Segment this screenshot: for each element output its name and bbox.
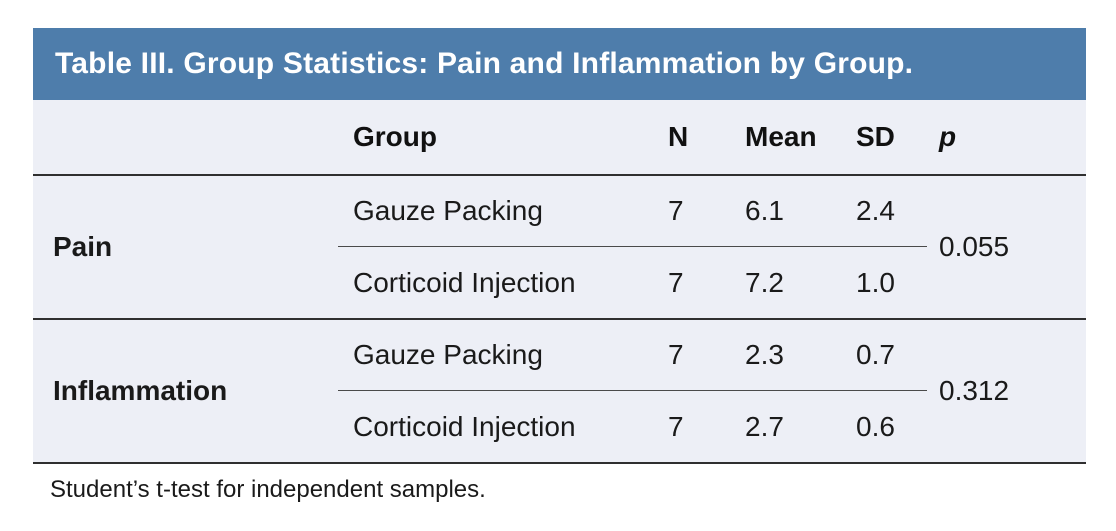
sd-cell: 1.0 [856,266,895,298]
mean-cell: 2.3 [737,320,848,391]
header-category [33,100,338,174]
category-cell: Pain [53,231,113,262]
mean-cell: 7.2 [745,266,784,298]
table-footnote: Student’s t-test for independent samples… [50,476,486,503]
group-cell: Corticoid Injection [353,266,576,298]
header-group: Group [353,121,437,152]
mean-cell: 6.1 [737,176,848,247]
n-cell: 7 [668,410,684,442]
group-cell: Gauze Packing [338,320,660,391]
p-value-cell: 0.055 [939,231,1010,262]
sd-cell: 0.7 [848,320,927,391]
table-header-row: Group N Mean SD p [33,100,1086,176]
mean-cell: 2.7 [745,410,784,442]
sd-cell: 0.6 [856,410,895,442]
category-cell: Inflammation [53,375,228,406]
header-p: p [939,121,957,152]
header-n: N [668,121,689,152]
table-title: Table III. Group Statistics: Pain and In… [33,28,1086,100]
section-pain: Pain Gauze Packing 7 6.1 2.4 0.055 Corti… [33,176,1086,318]
statistics-table: Table III. Group Statistics: Pain and In… [33,28,1086,464]
header-mean: Mean [745,121,817,152]
n-cell: 7 [660,176,737,247]
header-sd: SD [856,121,895,152]
n-cell: 7 [668,266,684,298]
sd-cell: 2.4 [848,176,927,247]
p-value-cell: 0.312 [939,375,1010,406]
section-inflammation: Inflammation Gauze Packing 7 2.3 0.7 0.3… [33,318,1086,462]
group-cell: Corticoid Injection [353,410,576,442]
group-cell: Gauze Packing [338,176,660,247]
n-cell: 7 [660,320,737,391]
